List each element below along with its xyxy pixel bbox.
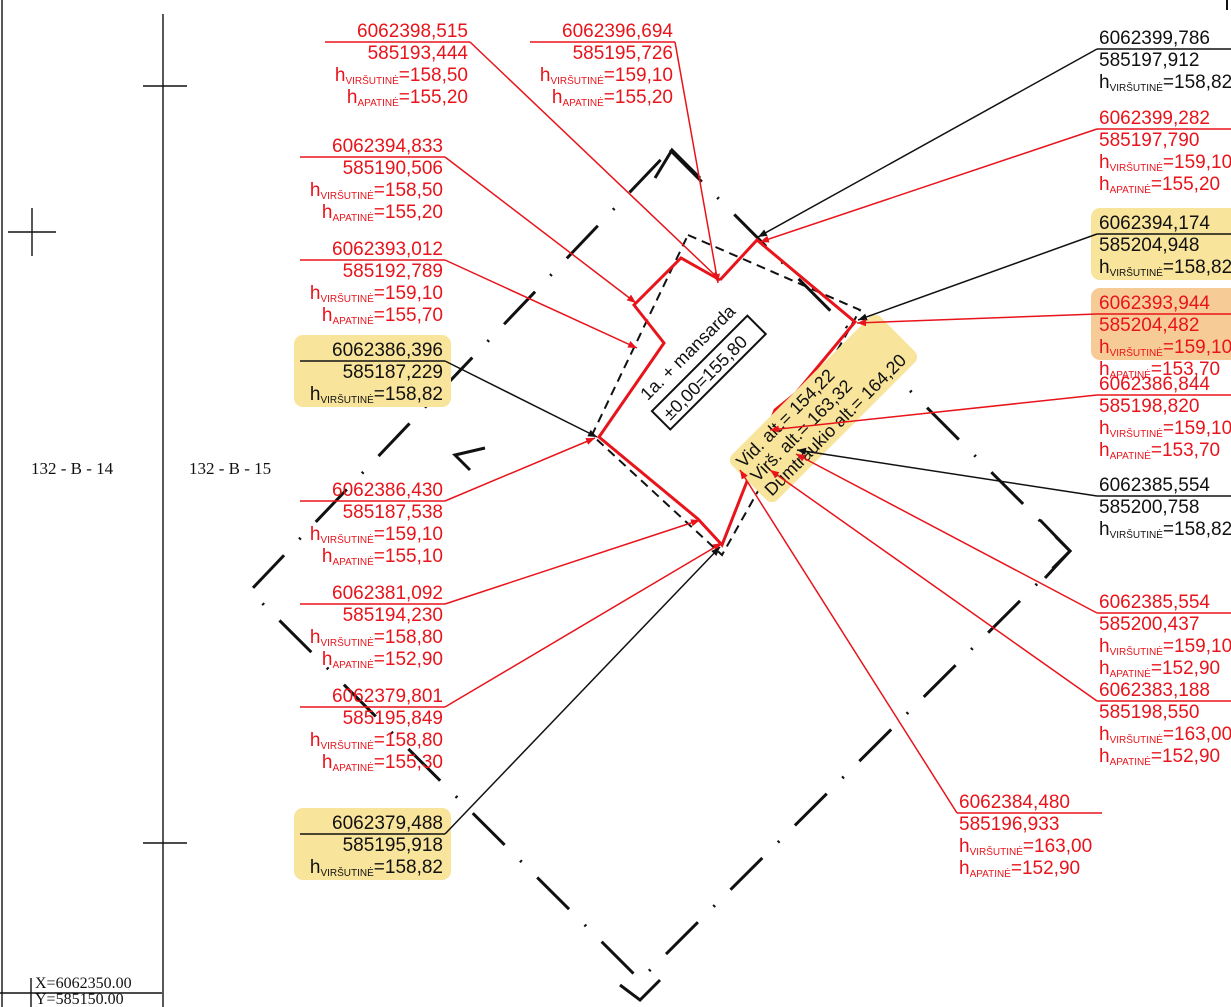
point-lower-height: hAPATINĖ=155,70 — [322, 305, 443, 327]
point-y-coordinate: 585198,820 — [1099, 396, 1199, 417]
point-upper-height: hVIRŠUTINĖ=159,10 — [310, 524, 443, 546]
point-y-coordinate: 585194,230 — [343, 605, 443, 626]
point-x-coordinate: 6062386,430 — [332, 480, 443, 501]
point-x-coordinate: 6062399,282 — [1099, 108, 1210, 129]
callout-leader — [797, 450, 1097, 496]
point-callout: 6062384,480585196,933hVIRŠUTINĖ=163,00hA… — [740, 470, 1102, 880]
sheet-label-right: 132 - B - 15 — [189, 459, 271, 478]
point-callout: 6062393,944585204,482hVIRŠUTINĖ=159,10hA… — [857, 288, 1231, 381]
point-upper-height: hVIRŠUTINĖ=159,10 — [1099, 418, 1231, 440]
point-lower-height: hAPATINĖ=155,10 — [322, 546, 443, 568]
point-upper-height: hVIRŠUTINĖ=163,00 — [1099, 724, 1231, 746]
point-lower-height: hAPATINĖ=155,20 — [347, 87, 468, 109]
point-lower-height: hAPATINĖ=152,90 — [1099, 658, 1220, 680]
point-lower-height: hAPATINĖ=153,70 — [1099, 440, 1220, 462]
point-upper-height: hVIRŠUTINĖ=159,10 — [1099, 636, 1231, 658]
point-y-coordinate: 585192,789 — [343, 261, 443, 282]
point-x-coordinate: 6062386,844 — [1099, 374, 1210, 395]
point-upper-height: hVIRŠUTINĖ=159,10 — [540, 65, 673, 87]
point-x-coordinate: 6062383,188 — [1099, 680, 1210, 701]
point-y-coordinate: 585195,726 — [573, 43, 673, 64]
building-info-block: 1a. + mansarda ±0,00=155,80 — [634, 297, 766, 429]
point-lower-height: hAPATINĖ=152,90 — [322, 649, 443, 671]
point-upper-height: hVIRŠUTINĖ=158,80 — [310, 627, 443, 649]
grid-x-coordinate: X=6062350.00 — [35, 975, 132, 992]
point-lower-height: hAPATINĖ=152,90 — [1099, 746, 1220, 768]
point-y-coordinate: 585187,229 — [343, 362, 443, 383]
point-upper-height: hVIRŠUTINĖ=158,82 — [1099, 72, 1231, 94]
sheet-label-left: 132 - B - 14 — [31, 459, 114, 478]
point-x-coordinate: 6062394,833 — [332, 136, 443, 157]
point-y-coordinate: 585197,790 — [1099, 130, 1199, 151]
point-callout: 6062393,012585192,789hVIRŠUTINĖ=159,10hA… — [300, 239, 637, 348]
point-lower-height: hAPATINĖ=155,20 — [552, 87, 673, 109]
point-y-coordinate: 585196,933 — [959, 814, 1059, 835]
point-lower-height: hAPATINĖ=155,30 — [322, 752, 443, 774]
point-y-coordinate: 585200,758 — [1099, 497, 1199, 518]
callout-leader — [445, 361, 597, 437]
point-upper-height: hVIRŠUTINĖ=163,00 — [959, 836, 1092, 858]
point-y-coordinate: 585195,918 — [343, 835, 443, 856]
point-y-coordinate: 585204,482 — [1099, 315, 1199, 336]
grid-y-coordinate: Y=585150.00 — [35, 991, 124, 1007]
plot-boundary-corner-left — [455, 448, 485, 470]
point-x-coordinate: 6062394,174 — [1099, 213, 1210, 234]
point-x-coordinate: 6062393,012 — [332, 239, 443, 260]
point-lower-height: hAPATINĖ=155,20 — [322, 202, 443, 224]
point-lower-height: hAPATINĖ=152,90 — [959, 858, 1080, 880]
point-x-coordinate: 6062384,480 — [959, 792, 1070, 813]
callout-leader — [445, 520, 700, 604]
point-y-coordinate: 585187,538 — [343, 502, 443, 523]
point-y-coordinate: 585200,437 — [1099, 614, 1199, 635]
callout-leader — [857, 314, 1097, 323]
point-upper-height: hVIRŠUTINĖ=158,82 — [1099, 519, 1231, 541]
callout-leader — [760, 129, 1097, 242]
point-upper-height: hVIRŠUTINĖ=158,50 — [335, 65, 468, 87]
point-y-coordinate: 585195,849 — [343, 708, 443, 729]
point-x-coordinate: 6062381,092 — [332, 583, 443, 604]
plot-boundary-corner-bottom — [620, 980, 660, 1000]
point-upper-height: hVIRŠUTINĖ=159,10 — [310, 283, 443, 305]
point-y-coordinate: 585198,550 — [1099, 702, 1199, 723]
point-y-coordinate: 585193,444 — [368, 43, 469, 64]
point-upper-height: hVIRŠUTINĖ=159,10 — [1099, 152, 1231, 174]
callout-leader — [445, 543, 722, 707]
point-upper-height: hVIRŠUTINĖ=158,50 — [310, 180, 443, 202]
point-upper-height: hVIRŠUTINĖ=158,80 — [310, 730, 443, 752]
callout-leader — [858, 234, 1097, 320]
callout-leader — [445, 157, 636, 303]
point-x-coordinate: 6062379,488 — [332, 813, 443, 834]
callout-leader — [758, 49, 1097, 237]
plot-boundary-corner-right — [1040, 520, 1070, 578]
point-x-coordinate: 6062399,786 — [1099, 28, 1210, 49]
point-x-coordinate: 6062385,554 — [1099, 592, 1210, 613]
point-lower-height: hAPATINĖ=155,20 — [1099, 174, 1220, 196]
point-y-coordinate: 585190,506 — [343, 158, 443, 179]
point-y-coordinate: 585204,948 — [1099, 235, 1199, 256]
point-x-coordinate: 6062385,554 — [1099, 475, 1210, 496]
point-x-coordinate: 6062386,396 — [332, 340, 443, 361]
point-x-coordinate: 6062393,944 — [1099, 293, 1210, 314]
callout-leader — [770, 470, 1097, 701]
point-x-coordinate: 6062398,515 — [357, 21, 468, 42]
point-x-coordinate: 6062379,801 — [332, 686, 443, 707]
point-callout: 6062379,801585195,849hVIRŠUTINĖ=158,80hA… — [300, 543, 722, 774]
point-y-coordinate: 585197,912 — [1099, 50, 1199, 71]
point-callout: 6062386,396585187,229hVIRŠUTINĖ=158,82 — [294, 335, 597, 437]
point-callout: 6062386,430585187,538hVIRŠUTINĖ=159,10hA… — [300, 438, 595, 568]
callout-leader — [445, 260, 637, 348]
point-x-coordinate: 6062396,694 — [562, 21, 673, 42]
